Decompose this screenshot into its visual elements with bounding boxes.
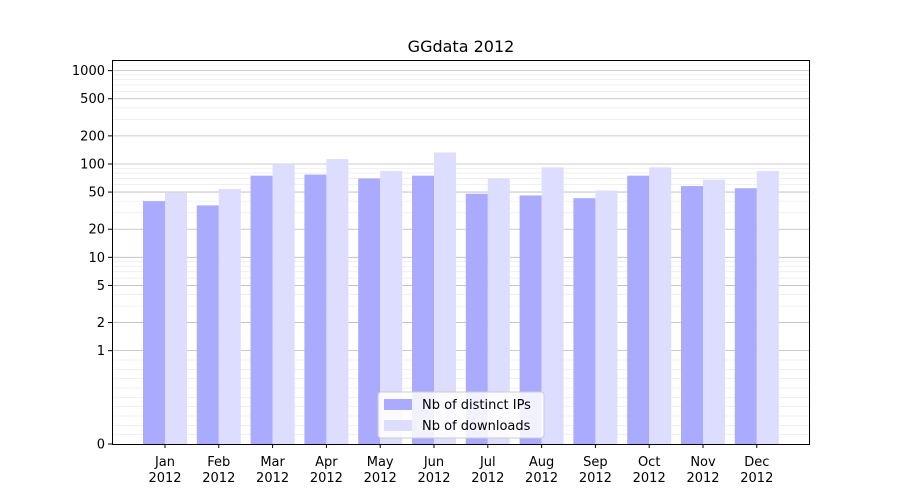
bar-downloads [165,192,187,444]
x-tick-label-year: 2012 [579,471,612,486]
x-tick-label-month: Jun [423,455,444,470]
x-tick-label-month: Dec [744,455,769,470]
x-tick-label-year: 2012 [525,471,558,486]
x-tick-label-month: Feb [207,455,230,470]
x-tick-label-month: Nov [690,455,716,470]
bar-distinct-ips [734,188,757,444]
bar-downloads [541,167,564,444]
x-tick-label-year: 2012 [417,471,450,486]
bar-distinct-ips [627,175,650,444]
bars [143,152,779,445]
x-tick-label-year: 2012 [740,471,773,486]
y-tick-label: 5 [97,279,105,294]
bar-downloads [756,171,779,444]
bar-downloads [380,171,403,444]
chart-title: GGdata 2012 [408,37,515,56]
bar-downloads [487,178,510,444]
x-tick-label-month: Aug [529,455,554,470]
y-tick-label: 20 [88,223,105,238]
y-tick-label: 0 [97,438,105,453]
bar-distinct-ips [519,195,542,444]
x-tick-label-year: 2012 [310,471,343,486]
bar-downloads [218,188,241,444]
x-tick-label-month: Apr [315,455,338,470]
bar-distinct-ips [465,193,488,444]
bar-distinct-ips [143,201,165,444]
x-tick-label-year: 2012 [364,471,397,486]
y-tick-label: 50 [88,186,105,201]
bar-downloads [434,152,456,444]
x-tick-label-year: 2012 [686,471,719,486]
x-tick-label-year: 2012 [202,471,235,486]
plot-frame [112,60,810,445]
x-tick-label-year: 2012 [633,471,666,486]
y-axis: 0 1 2 5 10 20 50 100 200 500 1000 [72,64,112,453]
bar-downloads [703,179,725,444]
x-tick-label-month: Jan [154,455,175,470]
bar-distinct-ips [250,175,273,444]
y-tick-label: 2 [97,316,105,331]
x-tick-label-month: Jul [479,455,496,470]
legend-swatch [384,420,412,431]
x-tick-label-month: Sep [583,455,608,470]
legend-label: Nb of downloads [422,419,531,434]
x-tick-label-year: 2012 [256,471,289,486]
y-tick-label: 1000 [72,64,105,79]
x-axis: Jan2012Feb2012Mar2012Apr2012May2012Jun20… [148,444,773,486]
bar-downloads [326,159,349,445]
bar-downloads [272,163,295,445]
x-tick-label-month: Mar [260,455,285,470]
legend-label: Nb of distinct IPs [422,398,531,413]
bar-distinct-ips [412,175,434,444]
x-tick-label-year: 2012 [148,471,181,486]
bar-downloads [595,190,618,444]
bar-distinct-ips [196,205,219,444]
x-tick-label-month: Oct [638,455,660,470]
bar-distinct-ips [681,186,703,444]
legend-swatch [384,399,412,410]
x-tick-label-year: 2012 [471,471,504,486]
legend-box [377,391,545,439]
bar-distinct-ips [358,178,381,444]
legend: Nb of distinct IPs Nb of downloads [377,391,545,439]
y-tick-label: 100 [80,157,105,172]
y-tick-label: 10 [88,251,105,266]
y-tick-label: 500 [80,92,105,107]
bar-distinct-ips [304,174,327,444]
bar-distinct-ips [573,198,596,444]
bar-downloads [649,167,672,444]
y-tick-label: 1 [97,344,105,359]
y-tick-label: 200 [80,129,105,144]
x-tick-label-month: May [367,455,394,470]
